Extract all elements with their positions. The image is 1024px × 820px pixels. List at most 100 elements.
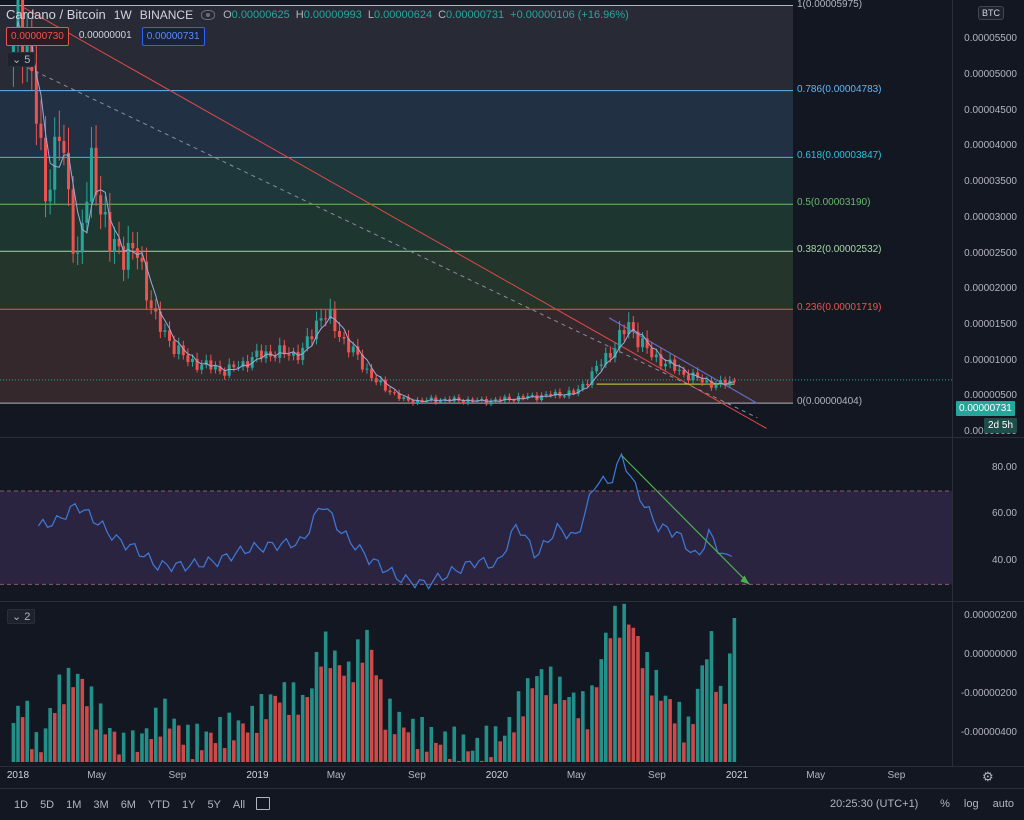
candle-body bbox=[131, 242, 135, 249]
timeframe-button-5d[interactable]: 5D bbox=[40, 798, 55, 811]
oscillator-bar bbox=[158, 736, 163, 762]
candle-body bbox=[181, 345, 185, 356]
candle-body bbox=[631, 322, 635, 332]
timeframe-button-1m[interactable]: 1M bbox=[66, 798, 82, 811]
candle-body bbox=[57, 136, 61, 142]
candle-body bbox=[172, 340, 176, 355]
timeframe-button-ytd[interactable]: YTD bbox=[147, 798, 170, 811]
fib-zone-0.618 bbox=[0, 157, 793, 205]
gear-icon[interactable]: ⚙ bbox=[982, 769, 994, 784]
calendar-icon[interactable] bbox=[256, 797, 270, 810]
oscillator-bar bbox=[305, 697, 310, 762]
candle-body bbox=[85, 201, 89, 223]
candle-body bbox=[67, 152, 71, 190]
candle-body bbox=[48, 189, 52, 202]
oscillator-bar bbox=[691, 724, 695, 762]
oscillator-bar bbox=[236, 720, 241, 762]
eye-icon[interactable] bbox=[201, 9, 216, 20]
oscillator-bar bbox=[466, 751, 470, 762]
oscillator-bar bbox=[613, 605, 617, 762]
candle-body bbox=[191, 358, 195, 363]
candle-body bbox=[250, 357, 254, 368]
candle-body bbox=[709, 380, 713, 388]
candle-body bbox=[278, 345, 282, 358]
time-tick: Sep bbox=[648, 770, 666, 781]
time-tick: Sep bbox=[887, 770, 906, 781]
rsi-panel[interactable]: 40.00 60.00 80.00 bbox=[0, 438, 1024, 601]
candle-body bbox=[393, 392, 397, 394]
indicator-collapse-button[interactable]: ⌄ 5 bbox=[7, 52, 36, 67]
timeframe-button-5y[interactable]: 5Y bbox=[207, 798, 221, 811]
candle-body bbox=[622, 329, 626, 335]
oscillator-bar bbox=[282, 682, 287, 762]
time-tick: May bbox=[326, 770, 346, 781]
timeframe-button-6m[interactable]: 6M bbox=[120, 798, 136, 811]
candle-body bbox=[360, 354, 364, 370]
rsi-chart[interactable] bbox=[0, 438, 952, 601]
oscillator-bar bbox=[227, 712, 232, 762]
oscillator-bar bbox=[43, 728, 48, 762]
candle-body bbox=[618, 329, 622, 349]
currency-badge[interactable]: BTC bbox=[978, 6, 1004, 20]
oscillator-panel[interactable]: ⌄ 2 0.00000200 0.00000000 -0.00000200 -0.00… bbox=[0, 602, 1024, 766]
candle-body bbox=[719, 380, 723, 385]
oscillator-bar bbox=[424, 751, 429, 762]
oscillator-collapse-button[interactable]: ⌄ 2 bbox=[7, 609, 36, 624]
candle-body bbox=[705, 380, 709, 383]
rsi-tick: 40.00 bbox=[991, 555, 1017, 566]
timeframe-button-1d[interactable]: 1D bbox=[14, 798, 29, 811]
candle-body bbox=[420, 399, 424, 402]
sell-button[interactable]: 0.00000730 bbox=[6, 27, 69, 46]
oscillator-tick: -0.00000400 bbox=[960, 726, 1017, 738]
oscillator-bar bbox=[461, 734, 466, 762]
candle-body bbox=[590, 371, 594, 386]
oscillator-bar bbox=[732, 617, 737, 762]
percent-toggle[interactable]: % bbox=[940, 798, 950, 810]
oscillator-chart[interactable] bbox=[0, 602, 952, 766]
oscillator-bar bbox=[723, 703, 727, 762]
symbol-name[interactable]: Cardano / Bitcoin bbox=[6, 7, 106, 22]
candle-body bbox=[351, 346, 355, 353]
clock[interactable]: 20:25:30 (UTC+1) bbox=[830, 798, 919, 810]
price-chart[interactable] bbox=[0, 0, 952, 437]
oscillator-bar bbox=[378, 679, 383, 762]
interval-label[interactable]: 1W bbox=[113, 7, 132, 22]
oscillator-bar bbox=[475, 737, 480, 762]
oscillator-bar bbox=[254, 732, 259, 762]
rsi-arrowhead bbox=[740, 575, 750, 585]
oscillator-bar bbox=[562, 700, 567, 762]
candle-body bbox=[255, 350, 259, 358]
timeframe-button-1y[interactable]: 1Y bbox=[181, 798, 196, 811]
auto-toggle[interactable]: auto bbox=[992, 798, 1014, 810]
oscillator-bar bbox=[489, 757, 493, 762]
oscillator-bar bbox=[654, 669, 659, 762]
oscillator-bar bbox=[571, 692, 576, 762]
buy-button[interactable]: 0.00000731 bbox=[141, 27, 205, 46]
fib-label-0.5: 0.5(0.00003190) bbox=[797, 197, 871, 209]
price-panel[interactable]: Cardano / Bitcoin 1W BINANCE O0.00000625… bbox=[0, 0, 1024, 437]
oscillator-bar bbox=[480, 760, 484, 762]
candle-body bbox=[544, 394, 548, 396]
candle-body bbox=[246, 361, 250, 368]
rsi-tick: 80.00 bbox=[991, 461, 1017, 473]
fib-label-0.382: 0.382(0.00002532) bbox=[797, 244, 882, 256]
log-toggle[interactable]: log bbox=[963, 798, 979, 810]
timeframe-button-all[interactable]: All bbox=[232, 798, 246, 811]
oscillator-bar bbox=[52, 713, 57, 762]
price-tick: 0.00001500 bbox=[964, 318, 1017, 330]
price-tick: 0.00000500 bbox=[964, 390, 1017, 402]
time-tick: May bbox=[806, 770, 826, 781]
oscillator-bar bbox=[581, 691, 585, 762]
oscillator-bar bbox=[457, 760, 461, 762]
oscillator-bar bbox=[300, 694, 305, 762]
oscillator-bar bbox=[502, 735, 507, 762]
oscillator-bar bbox=[131, 730, 135, 762]
oscillator-bar bbox=[39, 752, 43, 762]
candle-body bbox=[259, 350, 263, 359]
oscillator-bar bbox=[677, 701, 682, 762]
candle-body bbox=[218, 366, 222, 372]
oscillator-bar bbox=[190, 759, 195, 762]
timeframe-button-3m[interactable]: 3M bbox=[93, 798, 109, 811]
oscillator-bar bbox=[232, 740, 236, 762]
oscillator-bar bbox=[530, 688, 535, 762]
